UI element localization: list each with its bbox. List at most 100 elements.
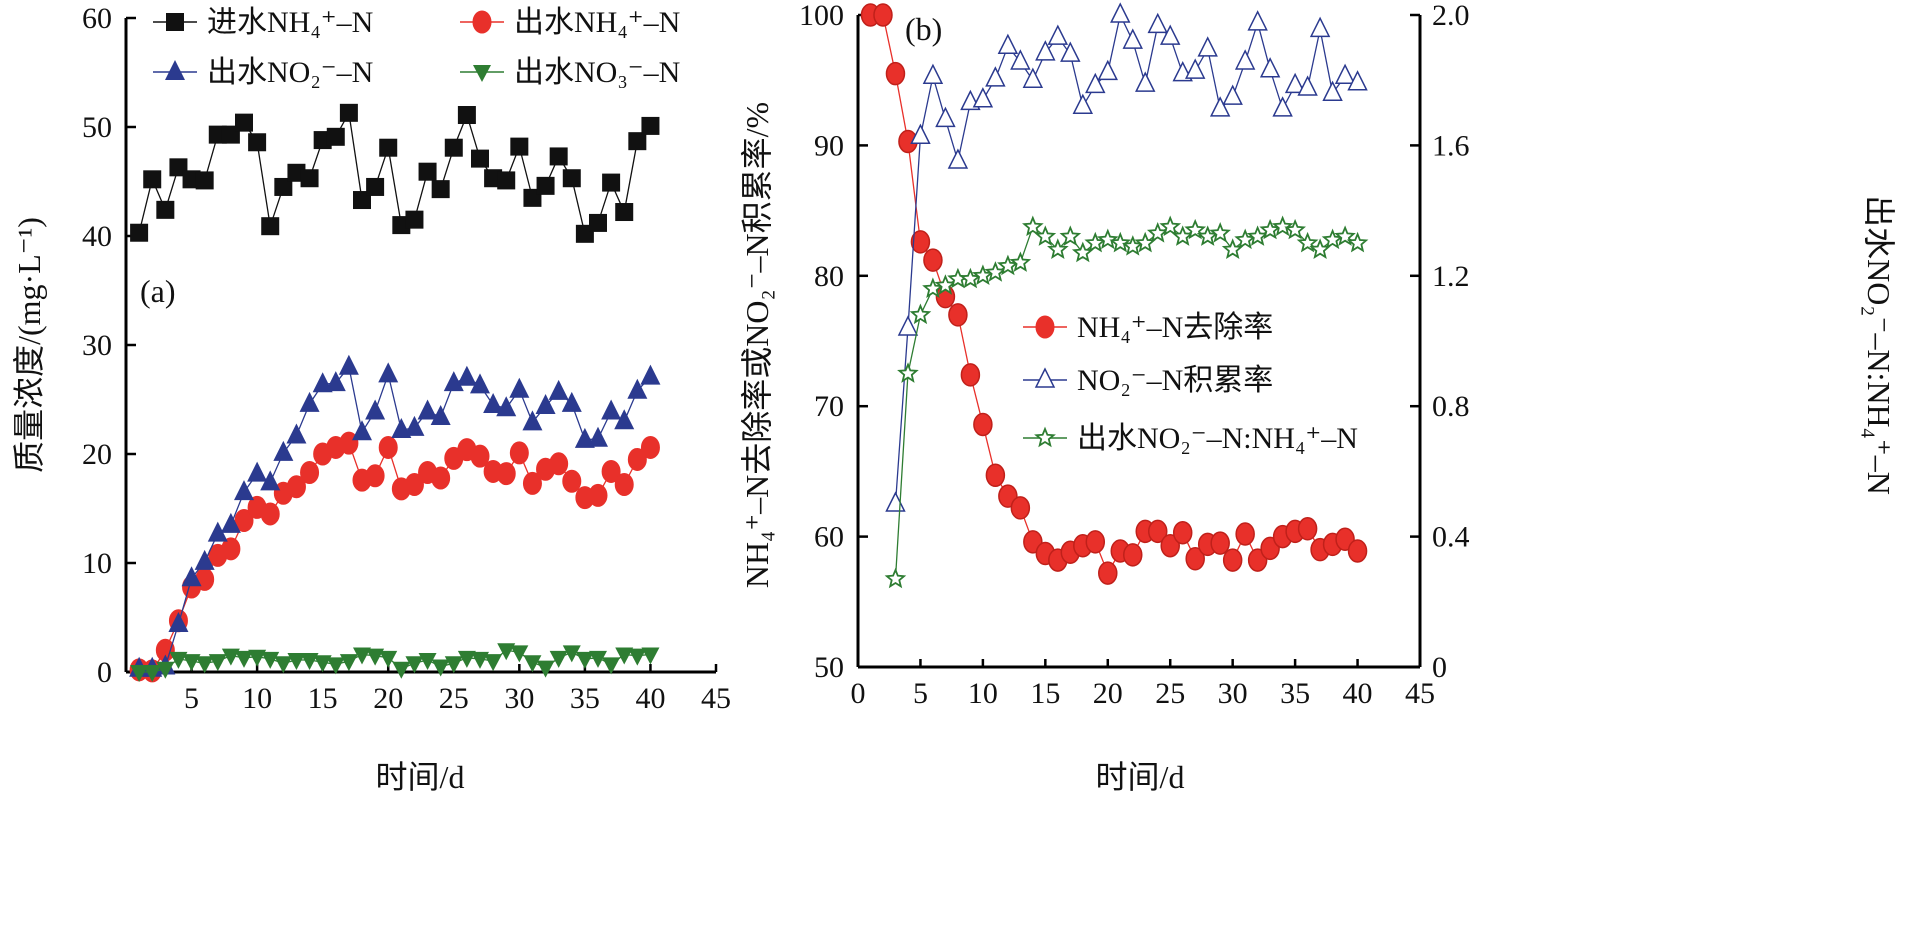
data-point	[247, 461, 268, 482]
data-point	[1147, 12, 1168, 34]
y2-tick-label: 0.4	[1432, 521, 1470, 554]
panel-b-x-axis-title: 时间/d	[1096, 759, 1185, 795]
legend-marker	[165, 60, 185, 80]
data-point	[366, 648, 385, 666]
data-point	[471, 651, 489, 669]
series-3	[884, 215, 1369, 589]
x-tick-label: 40	[635, 682, 665, 715]
data-point	[405, 210, 424, 229]
data-point	[1146, 222, 1169, 243]
data-point	[430, 404, 451, 425]
data-point	[615, 647, 634, 665]
data-point	[1122, 28, 1143, 49]
data-point	[366, 177, 385, 196]
data-point	[522, 471, 542, 495]
data-point	[1171, 225, 1194, 246]
data-point	[457, 650, 476, 668]
y-tick-label: 40	[82, 220, 112, 253]
data-point	[535, 394, 556, 415]
data-point	[1272, 96, 1293, 117]
panel-b-right-axis-title: 出水NO₂⁻–N:NH₄⁺–N	[1861, 195, 1897, 495]
legend-marker	[472, 10, 492, 34]
data-point	[234, 480, 254, 501]
data-point	[1259, 57, 1281, 78]
y2-tick-label: 1.6	[1432, 129, 1470, 162]
x-tick-label: 25	[439, 682, 469, 715]
data-point	[985, 66, 1006, 87]
data-point	[640, 364, 661, 385]
data-point	[1072, 93, 1094, 115]
data-point	[628, 132, 647, 151]
data-point	[549, 452, 569, 476]
data-point	[1297, 517, 1318, 541]
data-point	[1159, 215, 1182, 237]
data-point	[1009, 251, 1032, 272]
data-point	[365, 464, 385, 488]
data-point	[483, 392, 504, 413]
data-point	[496, 462, 516, 486]
data-point	[497, 643, 516, 661]
data-point	[641, 647, 660, 665]
data-point	[287, 653, 306, 671]
data-point	[1022, 215, 1044, 237]
data-point	[561, 391, 582, 412]
data-point	[208, 654, 227, 672]
data-point	[235, 650, 253, 668]
legend-marker	[166, 13, 184, 31]
data-point	[627, 378, 648, 399]
data-point	[1210, 531, 1230, 555]
data-point	[1034, 225, 1057, 246]
data-point	[1047, 24, 1069, 45]
data-point	[1047, 238, 1069, 259]
x-tick-label: 10	[968, 677, 998, 710]
legend-label: 出水NH₄⁺–N	[514, 6, 680, 39]
data-point	[1123, 543, 1143, 567]
data-point	[313, 655, 332, 673]
panel-a-label: (a)	[140, 273, 176, 309]
data-point	[985, 463, 1006, 488]
legend-marker	[1034, 426, 1056, 448]
y-tick-label: 10	[82, 547, 112, 580]
data-point	[260, 470, 281, 491]
data-point	[405, 656, 424, 674]
panel-b: (b) 时间/d NH₄⁺–N去除率或NO₂⁻–N积累率/% 出水NO₂⁻–N:…	[739, 0, 1897, 795]
data-point	[884, 567, 907, 589]
data-point	[1322, 80, 1343, 101]
data-point	[588, 426, 608, 447]
data-point	[897, 362, 919, 383]
y-tick-label: 50	[82, 111, 112, 144]
data-point	[589, 213, 607, 232]
data-point	[1209, 222, 1231, 243]
data-point	[1271, 215, 1294, 237]
data-point	[1184, 58, 1206, 79]
data-point	[1347, 70, 1368, 91]
data-point	[261, 651, 280, 669]
data-point	[948, 303, 968, 327]
data-point	[299, 391, 320, 412]
x-tick-label: 35	[1280, 677, 1310, 710]
data-point	[273, 440, 294, 461]
series-2	[129, 431, 660, 683]
data-point	[168, 612, 189, 633]
data-point	[195, 171, 214, 190]
data-point	[1147, 519, 1168, 544]
panel-a-y-axis-title: 质量浓度/(mg·L⁻¹)	[11, 217, 47, 473]
data-point	[1059, 225, 1082, 246]
data-point	[1010, 49, 1031, 70]
data-point	[326, 127, 345, 146]
x-tick-label: 20	[1093, 677, 1123, 710]
panel-b-left-axis-title: NH₄⁺–N去除率或NO₂⁻–N积累率/%	[739, 102, 775, 588]
data-point	[1334, 63, 1356, 85]
data-point	[339, 654, 358, 672]
data-point	[496, 396, 517, 417]
data-point	[456, 365, 477, 386]
data-point	[325, 371, 346, 392]
data-point	[1109, 231, 1132, 253]
data-point	[181, 566, 202, 587]
data-point	[379, 650, 398, 668]
y2-tick-label: 1.2	[1432, 260, 1470, 293]
data-point	[169, 651, 188, 669]
data-point	[443, 371, 464, 392]
data-point	[234, 508, 254, 532]
data-point	[509, 377, 530, 398]
